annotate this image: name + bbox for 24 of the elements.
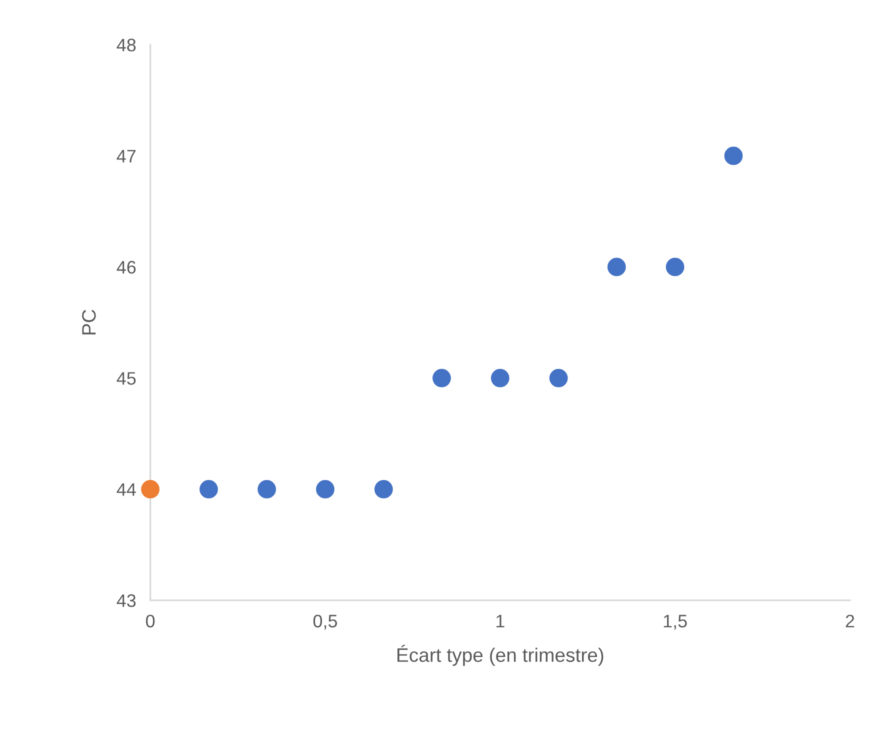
point [258, 480, 276, 498]
point [141, 480, 160, 498]
point [607, 258, 626, 276]
x-tick-label: 1,5 [664, 614, 687, 630]
point [549, 368, 568, 388]
y-tick-label: 45 [116, 372, 136, 385]
point [724, 146, 743, 166]
y-tick-label: 46 [116, 260, 136, 274]
y-axis-title: PC [82, 310, 96, 334]
x-axis-title: Écart type (en trimestre) [397, 644, 604, 666]
point [490, 368, 510, 388]
y-tick-label: 44 [116, 483, 136, 496]
x-tick-label: 0 [146, 614, 155, 628]
point [666, 258, 684, 276]
x-tick-label: 2 [846, 614, 854, 628]
point [316, 480, 334, 498]
point [200, 480, 218, 498]
point [374, 480, 393, 498]
y-tick-label: 47 [116, 150, 136, 162]
point [432, 368, 451, 388]
y-tick-label: 48 [116, 38, 136, 52]
x-tick-label: 1 [496, 614, 504, 628]
y-tick-label: 43 [116, 594, 136, 608]
x-tick-label: 0,5 [313, 614, 338, 630]
